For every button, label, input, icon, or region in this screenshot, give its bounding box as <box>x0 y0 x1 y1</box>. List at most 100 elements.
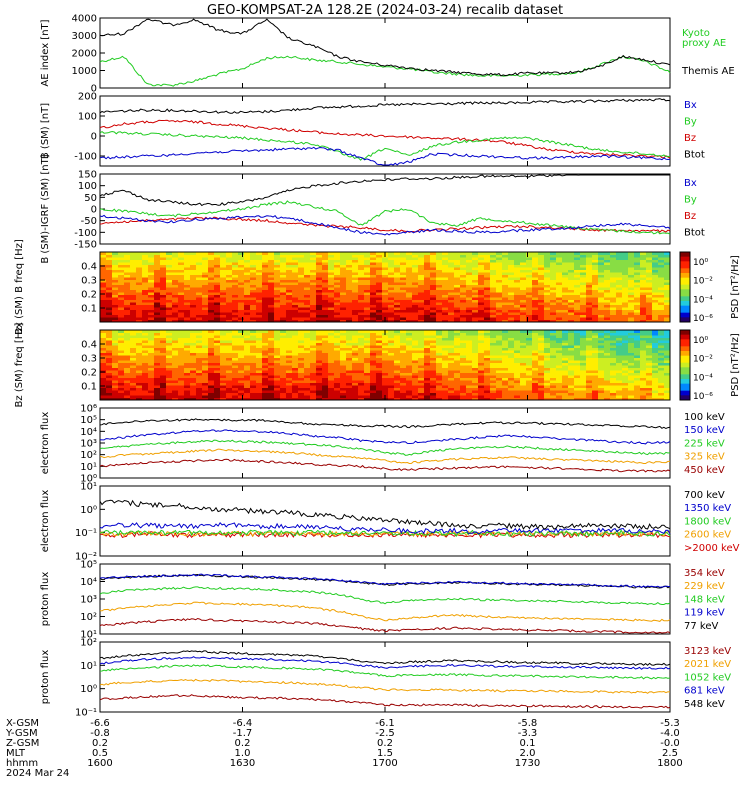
heatmap-cell <box>496 287 503 290</box>
heatmap-cell <box>166 340 173 343</box>
heatmap-cell <box>292 264 299 268</box>
heatmap-cell <box>166 319 173 323</box>
heatmap-cell <box>160 342 167 346</box>
heatmap-cell <box>190 279 197 283</box>
heatmap-cell <box>184 350 191 353</box>
heatmap-cell <box>106 330 113 333</box>
heatmap-cell <box>556 352 563 356</box>
heatmap-cell <box>472 375 479 378</box>
heatmap-cell <box>394 392 401 396</box>
heatmap-cell <box>214 335 221 338</box>
heatmap-cell <box>532 370 539 373</box>
heatmap-cell <box>196 259 203 263</box>
heatmap-cell <box>472 377 479 381</box>
heatmap-cell <box>256 254 263 258</box>
heatmap-cell <box>334 294 341 298</box>
heatmap-cell <box>496 342 503 346</box>
heatmap-cell <box>406 390 413 393</box>
heatmap-cell <box>652 284 659 288</box>
heatmap-cell <box>508 382 515 386</box>
heatmap-cell <box>148 372 155 376</box>
heatmap-cell <box>490 340 497 343</box>
heatmap-cell <box>340 289 347 293</box>
heatmap-cell <box>394 302 401 305</box>
heatmap-cell <box>184 302 191 305</box>
heatmap-cell <box>226 335 233 338</box>
heatmap-cell <box>274 355 281 358</box>
heatmap-cell <box>196 294 203 298</box>
heatmap-cell <box>568 252 575 255</box>
heatmap-cell <box>166 360 173 363</box>
heatmap-cell <box>202 254 209 258</box>
heatmap-cell <box>550 377 557 381</box>
heatmap-cell <box>526 252 533 255</box>
heatmap-cell <box>328 385 335 388</box>
heatmap-cell <box>628 307 635 310</box>
heatmap-cell <box>328 360 335 363</box>
heatmap-cell <box>460 319 467 323</box>
heatmap-cell <box>532 277 539 280</box>
heatmap-cell <box>508 352 515 356</box>
heatmap-cell <box>442 352 449 356</box>
heatmap-cell <box>124 262 131 265</box>
heatmap-cell <box>592 309 599 313</box>
heatmap-cell <box>466 345 473 348</box>
colorbar-segment <box>680 284 690 288</box>
heatmap-cell <box>478 375 485 378</box>
heatmap-cell <box>562 302 569 305</box>
heatmap-cell <box>574 309 581 313</box>
heatmap-cell <box>364 350 371 353</box>
heatmap-cell <box>436 282 443 285</box>
heatmap-cell <box>166 330 173 333</box>
heatmap-cell <box>424 282 431 285</box>
heatmap-cell <box>340 332 347 336</box>
heatmap-cell <box>250 380 257 383</box>
heatmap-cell <box>442 297 449 300</box>
heatmap-cell <box>448 309 455 313</box>
heatmap-cell <box>322 370 329 373</box>
heatmap-cell <box>622 302 629 305</box>
heatmap-cell <box>250 392 257 396</box>
heatmap-cell <box>334 385 341 388</box>
heatmap-cell <box>472 350 479 353</box>
heatmap-cell <box>142 269 149 273</box>
heatmap-cell <box>118 365 125 368</box>
heatmap-cell <box>436 330 443 333</box>
heatmap-cell <box>466 370 473 373</box>
heatmap-cell <box>226 342 233 346</box>
heatmap-cell <box>286 274 293 278</box>
heatmap-cell <box>598 289 605 293</box>
heatmap-cell <box>334 257 341 260</box>
heatmap-cell <box>214 362 221 366</box>
heatmap-cell <box>214 287 221 290</box>
heatmap-cell <box>202 365 209 368</box>
heatmap-cell <box>160 340 167 343</box>
heatmap-cell <box>238 254 245 258</box>
heatmap-cell <box>112 362 119 366</box>
heatmap-cell <box>106 335 113 338</box>
heatmap-cell <box>646 297 653 300</box>
heatmap-cell <box>208 277 215 280</box>
heatmap-cell <box>292 262 299 265</box>
heatmap-cell <box>544 314 551 318</box>
heatmap-cell <box>430 372 437 376</box>
heatmap-cell <box>388 302 395 305</box>
heatmap-cell <box>442 375 449 378</box>
heatmap-cell <box>190 340 197 343</box>
legend-entry: By <box>684 117 697 128</box>
heatmap-cell <box>628 277 635 280</box>
y-tick-label: 0 <box>91 205 97 216</box>
heatmap-cell <box>172 385 179 388</box>
heatmap-cell <box>286 314 293 318</box>
heatmap-cell <box>142 279 149 283</box>
heatmap-cell <box>466 292 473 295</box>
heatmap-cell <box>238 342 245 346</box>
heatmap-cell <box>664 257 671 260</box>
heatmap-cell <box>514 319 521 323</box>
heatmap-cell <box>514 317 521 320</box>
heatmap-cell <box>232 309 239 313</box>
heatmap-cell <box>358 345 365 348</box>
heatmap-cell <box>118 375 125 378</box>
heatmap-cell <box>328 342 335 346</box>
heatmap-cell <box>370 254 377 258</box>
